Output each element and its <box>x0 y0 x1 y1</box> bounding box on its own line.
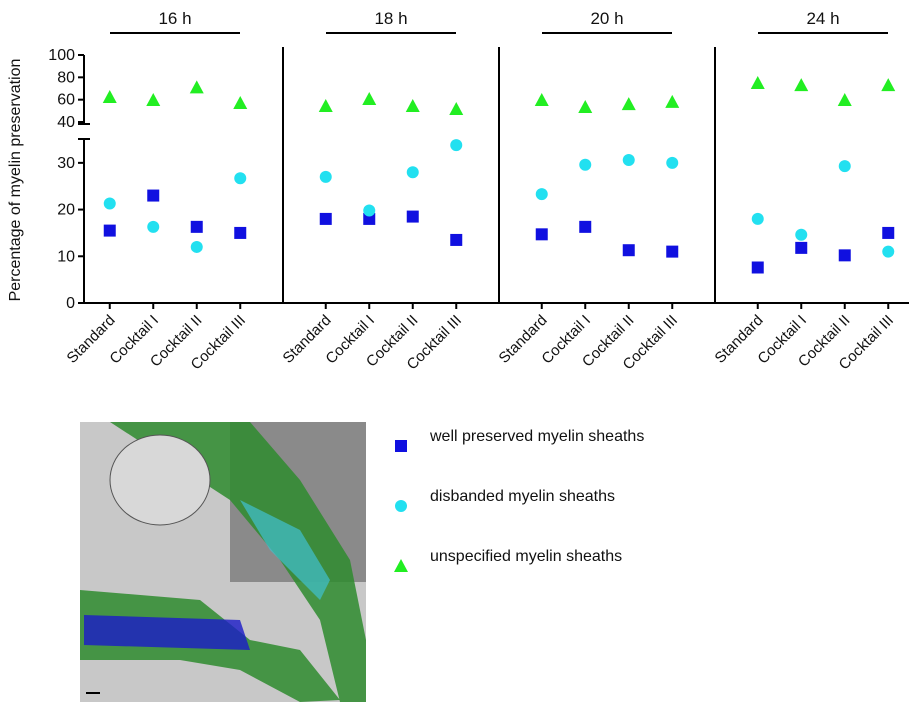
legend-text: disbanded myelin sheaths <box>430 486 660 508</box>
marker-circle <box>407 166 419 178</box>
marker-triangle <box>190 80 204 93</box>
marker-circle <box>450 139 462 151</box>
marker-triangle <box>146 93 160 106</box>
y-axis-label: Percentage of myelin preservation <box>7 59 24 302</box>
marker-square <box>407 211 419 223</box>
marker-square <box>395 440 407 452</box>
y-tick-label: 60 <box>57 92 75 109</box>
marker-square <box>104 225 116 237</box>
marker-square <box>882 227 894 239</box>
marker-circle <box>536 188 548 200</box>
y-tick-label: 20 <box>57 202 75 219</box>
marker-triangle <box>751 76 765 89</box>
marker-triangle <box>535 93 549 106</box>
marker-square <box>839 249 851 261</box>
legend-text: well preserved myelin sheaths <box>430 426 660 448</box>
marker-circle <box>666 157 678 169</box>
marker-square <box>536 228 548 240</box>
marker-circle <box>882 246 894 258</box>
y-tick-label: 30 <box>57 155 75 172</box>
marker-circle <box>623 154 635 166</box>
marker-circle <box>234 172 246 184</box>
marker-square <box>623 244 635 256</box>
marker-circle <box>579 159 591 171</box>
marker-square <box>795 242 807 254</box>
y-tick-label: 80 <box>57 69 75 86</box>
marker-circle <box>147 221 159 233</box>
marker-triangle <box>665 95 679 108</box>
marker-triangle <box>449 102 463 115</box>
marker-triangle <box>362 92 376 105</box>
marker-triangle <box>838 93 852 106</box>
marker-circle <box>839 160 851 172</box>
marker-circle <box>395 500 407 512</box>
marker-square <box>752 261 764 273</box>
marker-square <box>666 246 678 258</box>
marker-triangle <box>319 99 333 112</box>
panel-title: 18 h <box>374 9 407 28</box>
legend-text: unspecified myelin sheaths <box>430 546 660 568</box>
marker-triangle <box>103 90 117 103</box>
marker-square <box>234 227 246 239</box>
marker-triangle <box>233 96 247 109</box>
panel-title: 20 h <box>590 9 623 28</box>
marker-triangle <box>622 97 636 110</box>
marker-triangle <box>578 100 592 113</box>
marker-triangle <box>881 78 895 91</box>
marker-square <box>191 221 203 233</box>
marker-circle <box>320 171 332 183</box>
y-tick-label: 100 <box>48 47 75 64</box>
panel-title: 24 h <box>806 9 839 28</box>
y-tick-label: 40 <box>57 114 75 131</box>
y-tick-label: 0 <box>66 295 75 312</box>
marker-circle <box>191 241 203 253</box>
marker-square <box>579 221 591 233</box>
chart: Percentage of myelin preservation 40 60 80… <box>0 0 909 703</box>
marker-triangle <box>406 99 420 112</box>
marker-circle <box>752 213 764 225</box>
marker-square <box>147 190 159 202</box>
marker-circle <box>104 197 116 209</box>
marker-circle <box>363 205 375 217</box>
marker-square <box>320 213 332 225</box>
micrograph <box>80 422 366 702</box>
marker-circle <box>795 229 807 241</box>
y-tick-label: 10 <box>57 248 75 265</box>
panel-title: 16 h <box>158 9 191 28</box>
page: Percentage of myelin preservation 40 60 80… <box>0 0 909 703</box>
marker-triangle <box>394 559 408 572</box>
marker-square <box>450 234 462 246</box>
marker-triangle <box>794 78 808 91</box>
